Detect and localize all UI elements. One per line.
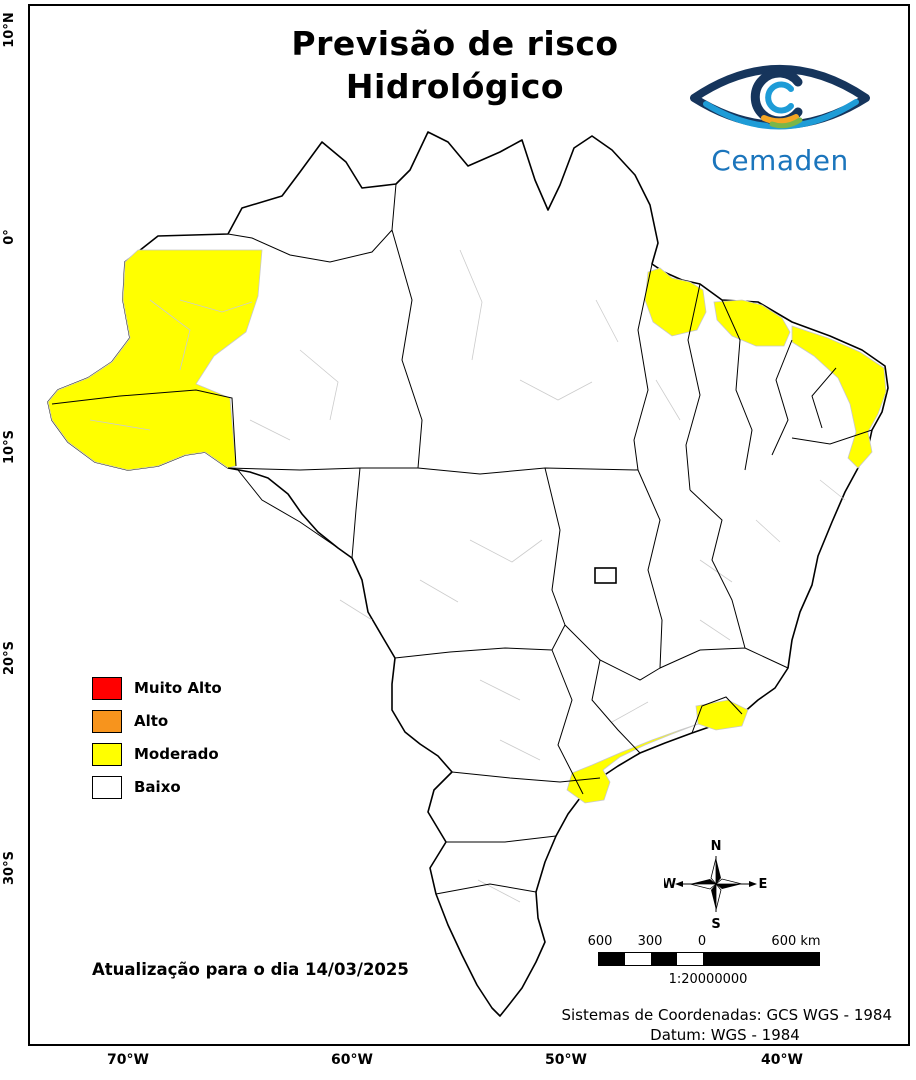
scale-label-600-km: 600 km xyxy=(771,934,821,949)
compass-south-label: S xyxy=(711,917,720,932)
compass-east-label: E xyxy=(759,877,768,892)
scale-bar-segment xyxy=(677,953,703,965)
lon-label-50w: 50°W xyxy=(545,1052,587,1068)
cemaden-wordmark: Cemaden xyxy=(711,144,849,177)
risk-regions-moderate xyxy=(47,249,887,804)
legend-swatch-muito-alto xyxy=(92,676,122,700)
legend-label-muito-alto: Muito Alto xyxy=(134,679,222,697)
scale-bar-segment xyxy=(625,953,651,965)
scale-ratio: 1:20000000 xyxy=(668,972,748,987)
legend-item-alto: Alto xyxy=(92,709,222,733)
lat-label-10s: 10°S xyxy=(2,430,17,464)
lat-label-20s: 20°S xyxy=(2,641,17,675)
legend-label-alto: Alto xyxy=(134,712,169,730)
lon-label-40w: 40°W xyxy=(761,1052,803,1068)
lat-label-30s: 30°S xyxy=(2,851,17,885)
title-line-2: Hidrológico xyxy=(345,67,565,106)
state-borders xyxy=(51,183,873,895)
legend-label-moderado: Moderado xyxy=(134,745,219,763)
legend-item-moderado: Moderado xyxy=(92,742,222,766)
legend-item-muito-alto: Muito Alto xyxy=(92,676,222,700)
compass-rose: N S E W xyxy=(664,839,768,932)
legend-label-baixo: Baixo xyxy=(134,778,181,796)
compass-north-label: N xyxy=(711,839,722,854)
scale-label-600-left: 600 xyxy=(587,934,613,949)
cemaden-eye-icon xyxy=(690,65,870,130)
update-date-note: Atualização para o dia 14/03/2025 xyxy=(92,960,409,979)
page-title: Previsão de risco Hidrológico xyxy=(215,22,695,108)
compass-west-label: W xyxy=(664,877,676,892)
scale-label-300: 300 xyxy=(637,934,663,949)
risk-legend: Muito Alto Alto Moderado Baixo xyxy=(92,676,222,808)
title-line-1: Previsão de risco xyxy=(291,24,619,63)
legend-swatch-alto xyxy=(92,709,122,733)
datum-text: Datum: WGS - 1984 xyxy=(650,1026,800,1044)
risk-region-north-coast-1 xyxy=(644,267,707,337)
scale-bar-segment xyxy=(599,953,625,965)
scale-bar-segment xyxy=(651,953,677,965)
brazil-outline xyxy=(47,131,889,1017)
coordinate-system-text: Sistemas de Coordenadas: GCS WGS - 1984 xyxy=(561,1006,892,1024)
map-frame xyxy=(28,4,910,1046)
scale-bar-segment xyxy=(703,953,819,965)
risk-region-northeast-coast xyxy=(791,325,887,469)
legend-swatch-baixo xyxy=(92,775,122,799)
lon-label-70w: 70°W xyxy=(107,1052,149,1068)
lat-label-0: 0° xyxy=(2,229,17,245)
municipal-borders xyxy=(89,249,846,903)
scale-label-0: 0 xyxy=(697,934,707,949)
legend-swatch-moderado xyxy=(92,742,122,766)
legend-item-baixo: Baixo xyxy=(92,775,222,799)
risk-region-west-amazon xyxy=(47,249,263,471)
risk-region-north-coast-2 xyxy=(713,299,791,347)
distrito-federal-outline xyxy=(594,567,617,584)
lat-label-10n: 10°N xyxy=(2,12,17,48)
lon-label-60w: 60°W xyxy=(331,1052,373,1068)
scale-bar xyxy=(598,952,820,966)
cemaden-logo: Cemaden xyxy=(672,52,888,177)
